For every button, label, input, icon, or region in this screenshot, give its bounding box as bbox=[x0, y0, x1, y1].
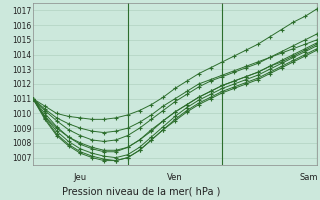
Text: Jeu: Jeu bbox=[74, 173, 87, 182]
Text: Pression niveau de la mer( hPa ): Pression niveau de la mer( hPa ) bbox=[62, 186, 220, 196]
Text: Sam: Sam bbox=[299, 173, 318, 182]
Text: Ven: Ven bbox=[167, 173, 183, 182]
